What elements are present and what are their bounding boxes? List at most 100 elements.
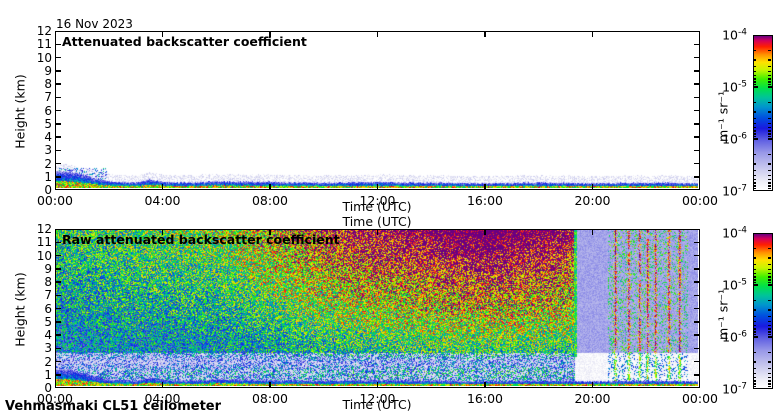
colorbar-tick-label: 10-4 (722, 27, 747, 43)
colorbar-minor-tick (753, 372, 756, 375)
colorbar-minor-tick (768, 174, 771, 177)
colorbar-minor-tick (768, 169, 771, 172)
y-tick-mark (55, 43, 61, 45)
x-tick-label: 00:00 (36, 193, 74, 208)
y-tick-mark (694, 360, 700, 363)
x-tick-mark (161, 184, 164, 190)
y-tick-mark (55, 241, 61, 243)
colorbar-minor-tick (753, 361, 756, 363)
colorbar-minor-tick (753, 380, 756, 382)
y-tick-label: 11 (36, 37, 52, 52)
x-tick-mark (484, 229, 486, 235)
colorbar-tick-label: 10-7 (722, 381, 747, 397)
colorbar-minor-tick (753, 185, 756, 187)
y-tick-mark (55, 360, 61, 363)
colorbar-minor-tick (768, 135, 771, 138)
colorbar-minor-tick (768, 257, 771, 259)
colorbar-minor-tick (768, 372, 771, 375)
y-tick-mark (55, 176, 61, 178)
colorbar-minor-tick (753, 376, 756, 379)
colorbar-minor-tick (753, 78, 756, 80)
colorbar-minor-tick (768, 263, 771, 266)
y-tick-mark (55, 294, 61, 296)
colorbar-minor-tick (753, 351, 756, 354)
colorbar-minor-tick (768, 182, 771, 184)
colorbar-minor-tick (768, 117, 771, 120)
colorbar-minor-tick (753, 328, 756, 330)
colorbar-tick-mark (753, 138, 758, 140)
y-tick-label: 5 (44, 314, 52, 329)
colorbar-minor-tick (753, 133, 756, 135)
x-axis-title-top: Time (UTC) (342, 199, 412, 214)
colorbar-minor-tick (768, 331, 771, 333)
x-tick-label: 12:00 (359, 391, 396, 406)
colorbar-minor-tick (768, 268, 771, 271)
colorbar-minor-tick (768, 367, 771, 370)
y-axis-title-top: Height (km) (12, 74, 28, 149)
colorbar-tick-label: 10-7 (722, 183, 747, 199)
x-axis-title-bottom: Time (UTC) (342, 397, 412, 412)
colorbar-minor-tick (753, 281, 756, 284)
x-tick-mark (161, 382, 164, 388)
colorbar-minor-tick (753, 331, 756, 333)
x-tick-mark (161, 31, 164, 37)
y-tick-mark (694, 281, 700, 283)
y-tick-label: 2 (44, 156, 52, 171)
plot-area-raw-attenuated-backscatter[interactable]: Raw attenuated backscatter coefficient (55, 229, 700, 388)
colorbar-minor-tick (768, 276, 771, 278)
y-tick-mark (694, 96, 700, 98)
x-tick-mark (376, 184, 379, 190)
y-tick-label: 0 (44, 183, 52, 197)
colorbar-minor-tick (768, 101, 771, 104)
colorbar-minor-tick (753, 383, 756, 385)
colorbar-minor-tick (768, 130, 771, 132)
panel-title-raw-attenuated-backscatter: Raw attenuated backscatter coefficient (62, 232, 340, 247)
colorbar-minor-tick (768, 49, 771, 52)
colorbar-minor-tick (753, 59, 756, 61)
colorbar-minor-tick (753, 299, 756, 302)
y-tick-mark (55, 70, 61, 72)
y-tick-label: 11 (36, 235, 52, 250)
colorbar-tick-label: 10-6 (722, 131, 747, 147)
y-tick-label: 9 (44, 63, 52, 78)
x-tick-mark (376, 229, 379, 235)
y-tick-label: 12 (36, 222, 52, 236)
colorbar-minor-tick (768, 380, 771, 382)
x-tick-mark (591, 31, 594, 37)
x-tick-label: 20:00 (574, 391, 611, 406)
y-tick-label: 4 (44, 328, 52, 342)
y-tick-label: 3 (44, 143, 52, 158)
y-tick-mark (694, 123, 700, 125)
colorbar-tick-mark (753, 336, 758, 338)
y-tick-mark (55, 281, 61, 283)
colorbar-minor-tick (768, 247, 771, 250)
y-tick-label: 8 (44, 275, 52, 289)
plot-area-attenuated-backscatter[interactable]: Attenuated backscatter coefficient (55, 31, 700, 190)
colorbar-tick-label: 10-6 (722, 329, 747, 345)
colorbar-tick-label: 10-5 (722, 277, 747, 293)
y-tick-mark (55, 149, 61, 151)
x-tick-label: 08:00 (251, 193, 289, 208)
colorbar-minor-tick (753, 111, 756, 113)
colorbar-unit-bottom: m⁻¹ sr⁻¹ (715, 288, 731, 341)
y-tick-mark (694, 83, 700, 85)
colorbar-tick-label: 10-4 (722, 225, 747, 241)
y-tick-label: 7 (44, 90, 52, 105)
colorbar-minor-tick (753, 315, 756, 318)
y-tick-mark (55, 374, 61, 376)
colorbar-gradient-top (753, 35, 773, 191)
y-tick-label: 6 (44, 301, 52, 316)
colorbar-minor-tick (768, 70, 771, 73)
y-tick-label: 3 (44, 341, 52, 356)
colorbar-minor-tick (753, 81, 756, 83)
colorbar-tick-mark (768, 86, 773, 88)
x-tick-mark (591, 229, 594, 235)
x-tick-label: 08:00 (251, 391, 289, 406)
colorbar-minor-tick (753, 122, 756, 125)
colorbar-minor-tick (753, 49, 756, 52)
x-tick-mark (484, 184, 486, 190)
colorbar-minor-tick (753, 126, 756, 129)
date-label: 16 Nov 2023 (56, 17, 133, 31)
x-tick-label: 12:00 (359, 193, 396, 208)
